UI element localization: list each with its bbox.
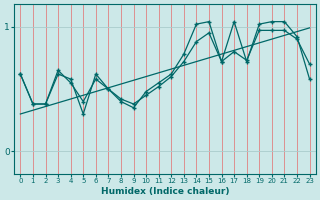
X-axis label: Humidex (Indice chaleur): Humidex (Indice chaleur) <box>101 187 229 196</box>
